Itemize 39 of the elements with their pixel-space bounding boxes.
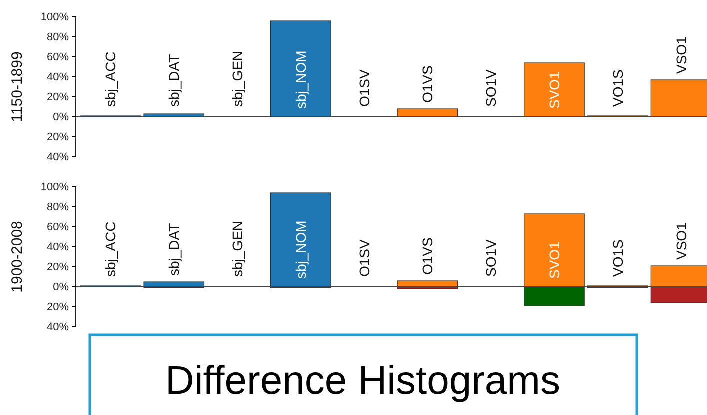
x-tick-label: SO1V xyxy=(483,238,500,277)
x-tick-label: O1VS xyxy=(420,238,436,275)
y-tick-label: 40% xyxy=(46,242,70,254)
y-tick-label: 40% xyxy=(46,152,70,164)
x-tick-label: sbj_DAT xyxy=(166,222,182,276)
x-tick-label: SO1V xyxy=(483,68,500,107)
x-tick-label: VO1S xyxy=(610,240,626,277)
y-tick-label: 0% xyxy=(53,112,70,124)
y-axis-title: 1150-1899 xyxy=(9,52,26,122)
y-tick-label: 20% xyxy=(46,262,70,274)
x-tick-label: sbj_GEN xyxy=(230,50,246,107)
x-tick-label: VO1S xyxy=(610,70,626,107)
x-tick-label: VSO1 xyxy=(673,36,690,74)
x-tick-label: sbj_NOM xyxy=(292,50,309,109)
x-tick-label: sbj_ACC xyxy=(102,222,119,277)
y-tick-label: 100% xyxy=(40,182,70,194)
x-tick-label: sbj_GEN xyxy=(230,220,246,277)
y-tick-label: 20% xyxy=(46,132,70,144)
y-tick-label: 0% xyxy=(53,282,70,294)
y-tick-label: 80% xyxy=(46,202,70,214)
x-tick-label: SVO1 xyxy=(546,241,562,279)
x-tick-label: sbj_DAT xyxy=(166,54,182,107)
y-tick-label: 100% xyxy=(40,12,70,24)
y-tick-label: 40% xyxy=(46,322,70,334)
y-tick-label: 60% xyxy=(46,52,70,64)
x-tick-label: O1SV xyxy=(356,238,372,277)
x-tick-label: SVO1 xyxy=(546,71,562,109)
y-axis-title: 1900-2008 xyxy=(9,221,26,293)
x-tick-label: O1VS xyxy=(420,66,436,103)
text: Difference Histograms xyxy=(166,359,560,403)
x-tick-label: VSO1 xyxy=(673,222,690,260)
y-tick-label: 20% xyxy=(46,92,70,104)
x-tick-label: sbj_ACC xyxy=(102,52,119,107)
y-tick-label: 40% xyxy=(46,72,70,84)
y-tick-label: 20% xyxy=(46,302,70,314)
x-tick-label: O1SV xyxy=(356,68,372,107)
y-tick-label: 60% xyxy=(46,222,70,234)
x-tick-label: sbj_NOM xyxy=(292,220,309,279)
y-tick-label: 80% xyxy=(46,32,70,44)
